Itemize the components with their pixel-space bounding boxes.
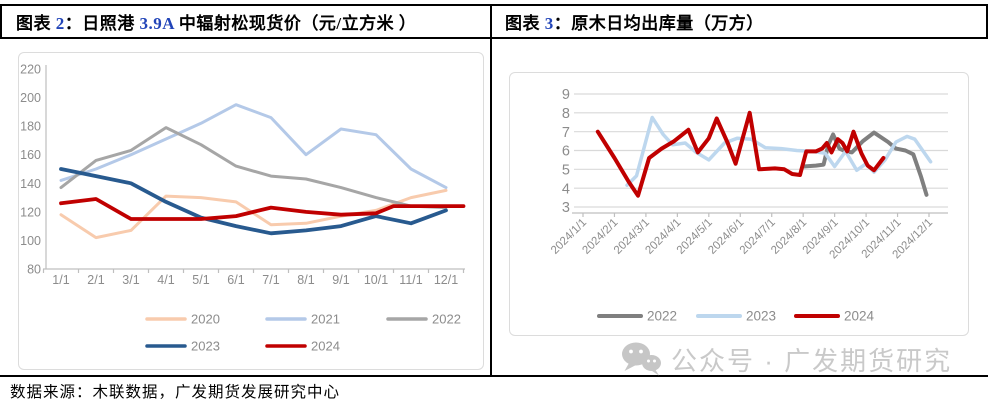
watermark-text: 公众号 · 广发期货研究: [671, 345, 953, 376]
legend-label: 2022: [432, 312, 461, 327]
series-line-2022: [59, 126, 448, 210]
legend-label: 2023: [746, 309, 776, 324]
spec-code: 3.9A: [139, 14, 175, 33]
x-axis-label: 4/1: [157, 273, 174, 287]
legend-item-2022: 2022: [597, 309, 677, 324]
x-axis-label: 9/1: [332, 273, 349, 287]
title-prefix: 图表: [505, 14, 545, 33]
x-axis-label: 6/1: [227, 273, 244, 287]
legend-item-2021: 2021: [265, 312, 340, 327]
y-axis-label: 5: [562, 163, 570, 179]
right-chart-canvas: 34567892024/1/12024/2/12024/3/12024/4/12…: [549, 87, 948, 324]
data-source: 数据来源：木联数据，广发期货发展研究中心: [10, 384, 341, 401]
y-axis-label: 100: [20, 234, 41, 248]
legend-label: 2024: [844, 309, 875, 324]
series-line-2024: [59, 197, 466, 221]
legend-label: 2021: [311, 312, 340, 327]
top-border: [0, 4, 988, 6]
x-axis-label: 10/1: [364, 273, 388, 287]
left-chart: 80 100 120 140 160 180 200 220 1/1 2/1 3/1 4/1 5/1 6/…: [18, 52, 484, 370]
x-axis-label: 11/1: [399, 273, 422, 287]
x-axis-label: 7/1: [262, 273, 279, 287]
right-chart-title: 图表 3：原木日均出库量（万方）: [505, 14, 764, 33]
y-axis-label: 120: [20, 205, 41, 219]
figure-number: 3: [544, 14, 554, 33]
legend-item-2023: 2023: [696, 309, 776, 324]
legend-label: 2023: [191, 339, 220, 354]
legend-item-2022: 2022: [386, 312, 461, 327]
legend-item-2024: 2024: [794, 309, 875, 324]
y-axis-label: 80: [27, 263, 41, 277]
title-prefix: 图表: [16, 14, 56, 33]
legend-label: 2020: [191, 312, 220, 327]
x-axis-label: 2/1: [87, 273, 104, 287]
x-axis-label: 1/1: [52, 273, 69, 287]
figure-number: 2: [55, 14, 65, 33]
series-line-2023: [59, 167, 448, 236]
x-axis-label: 12/1: [434, 273, 458, 287]
y-axis-label: 220: [20, 63, 41, 77]
left-border: [0, 4, 2, 39]
watermark: 公众号 · 广发期货研究: [620, 340, 952, 378]
legend-item-2023: 2023: [145, 339, 220, 354]
y-axis-label: 160: [20, 148, 41, 162]
left-chart-canvas: 80 100 120 140 160 180 200 220 1/1 2/1 3/1 4/1 5/1 6/…: [20, 63, 466, 354]
legend-item-2020: 2020: [145, 312, 220, 327]
x-axis-label: 5/1: [192, 273, 209, 287]
y-axis-label: 7: [562, 125, 570, 141]
legend-item-2024: 2024: [265, 339, 340, 354]
legend-label: 2022: [647, 309, 677, 324]
series-line-2023: [625, 115, 933, 188]
series-line-2024: [595, 110, 886, 198]
series-line-2021: [59, 103, 448, 190]
wechat-icon: [622, 342, 661, 376]
left-chart-title: 图表 2：日照港 3.9A 中辐射松现货价（元/立方米 ）: [16, 14, 417, 33]
y-axis-label: 8: [562, 106, 570, 122]
y-axis-label: 9: [562, 87, 570, 103]
right-border: [986, 4, 988, 39]
bottom-border: [0, 375, 988, 377]
y-axis-label: 200: [20, 91, 41, 105]
y-axis-label: 3: [562, 200, 570, 216]
y-axis-label: 140: [20, 177, 41, 191]
x-axis-label: 8/1: [297, 273, 314, 287]
x-axis-label: 3/1: [122, 273, 139, 287]
center-divider: [490, 4, 492, 377]
right-chart: 3 4 5 6 7 8 9 2024/1/1 2024/2/1 2024/3/1 2024/4/1 2…: [509, 72, 969, 336]
y-axis-label: 180: [20, 120, 41, 134]
legend-label: 2024: [311, 339, 340, 354]
y-axis-label: 6: [562, 144, 570, 160]
title-underline: [0, 37, 988, 39]
y-axis-label: 4: [562, 181, 570, 197]
